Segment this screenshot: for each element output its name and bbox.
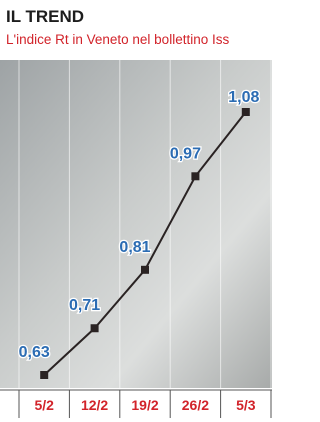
point-marker	[141, 266, 149, 274]
x-tick-label: 26/2	[182, 397, 209, 413]
chart-title: IL TREND	[6, 7, 84, 26]
value-label: 0,97	[170, 145, 201, 162]
chart: IL TREND L'indice Rt in Veneto nel bolle…	[0, 0, 272, 422]
point-marker	[40, 371, 48, 379]
page: {"chart_data": {"type": "line", "title":…	[0, 0, 272, 422]
x-tick-label: 12/2	[81, 397, 108, 413]
x-tick-label: 19/2	[131, 397, 158, 413]
x-tick-label: 5/3	[236, 397, 256, 413]
value-label: 0,63	[19, 344, 50, 361]
chart-subtitle: L'indice Rt in Veneto nel bollettino Iss	[6, 32, 229, 47]
x-tick-label: 5/2	[34, 397, 54, 413]
value-label: 0,81	[119, 239, 150, 256]
value-label: 0,71	[69, 297, 100, 314]
point-marker	[191, 172, 199, 180]
point-marker	[91, 324, 99, 332]
point-marker	[242, 108, 250, 116]
value-label: 1,08	[228, 89, 259, 106]
photo-background	[0, 60, 272, 388]
